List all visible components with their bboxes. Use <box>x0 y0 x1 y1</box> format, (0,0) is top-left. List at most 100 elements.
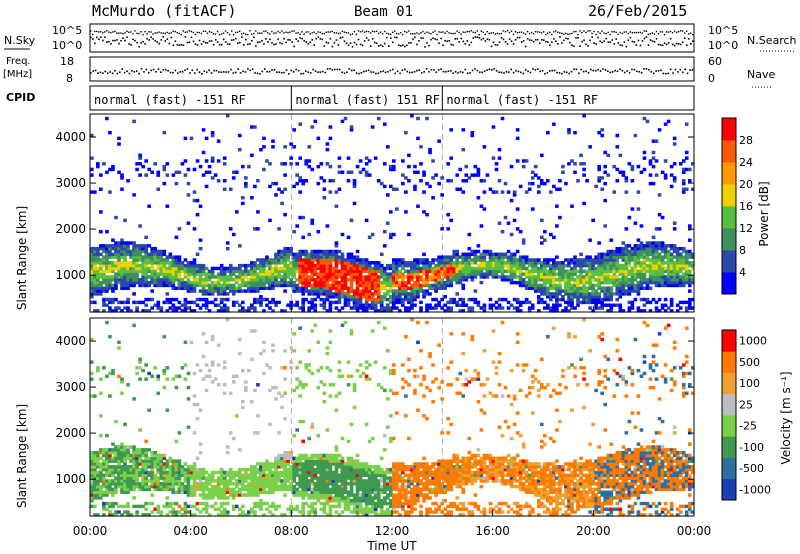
velocity-cell <box>189 490 194 494</box>
power-cell <box>434 272 438 276</box>
power-cell <box>600 286 604 290</box>
velocity-cell <box>114 459 118 463</box>
noise-point <box>631 40 634 43</box>
search-noise-point <box>136 32 138 35</box>
beam-title: Beam 01 <box>354 4 413 20</box>
search-noise-point <box>267 32 269 34</box>
power-cell <box>615 289 620 293</box>
freq-point <box>425 68 428 70</box>
power-cell <box>265 272 269 276</box>
power-cell <box>192 280 197 285</box>
velocity-cell <box>156 484 161 489</box>
velocity-cell <box>96 368 100 373</box>
power-cell <box>165 269 170 273</box>
search-noise-point <box>561 32 563 35</box>
power-cell <box>295 303 299 307</box>
power-cell <box>96 246 100 251</box>
power-cell <box>313 269 318 273</box>
power-cell <box>446 261 450 265</box>
power-cell <box>120 300 124 305</box>
search-noise-point <box>110 31 112 34</box>
power-cell <box>558 278 562 282</box>
power-cell <box>615 167 620 172</box>
power-cell <box>428 283 432 288</box>
search-noise-point <box>681 30 684 32</box>
power-cell <box>135 255 139 259</box>
power-cell <box>660 283 665 288</box>
noise-point <box>234 37 237 40</box>
freq-point <box>677 71 679 73</box>
power-cell <box>349 289 354 293</box>
power-cell <box>268 263 272 268</box>
power-cell <box>654 261 659 265</box>
velocity-cell <box>141 476 145 480</box>
power-cell <box>234 266 239 271</box>
velocity-cell <box>153 487 158 492</box>
power-cell <box>627 252 632 257</box>
velocity-cell <box>90 459 94 463</box>
freq-point <box>123 71 126 74</box>
power-cell <box>479 306 484 310</box>
power-cell <box>237 278 242 282</box>
power-cell <box>536 283 541 288</box>
power-cell <box>642 252 647 257</box>
noise-point <box>406 44 408 47</box>
freq-point <box>534 69 537 71</box>
search-noise-point <box>567 33 569 35</box>
power-cell <box>183 136 188 141</box>
power-cell <box>105 275 109 279</box>
power-cell <box>530 283 535 288</box>
power-cell <box>331 295 336 299</box>
power-cell <box>458 167 463 172</box>
search-noise-point <box>657 32 660 35</box>
power-cell <box>334 255 339 259</box>
power-cell <box>259 286 263 290</box>
power-cell <box>361 292 366 296</box>
power-cell <box>552 266 556 271</box>
noise-point <box>657 43 660 46</box>
search-noise-point <box>363 31 366 33</box>
power-cell <box>642 280 647 285</box>
noise-point <box>687 38 690 40</box>
power-cell <box>407 309 411 313</box>
noise-point <box>253 36 255 39</box>
power-cell <box>277 283 281 288</box>
power-cell <box>219 272 224 276</box>
power-cell <box>561 164 565 169</box>
velocity-cell <box>123 453 127 458</box>
power-ylabel: Slant Range [km] <box>15 206 29 310</box>
freq-point <box>691 69 694 71</box>
power-cell <box>256 286 260 290</box>
velocity-cell <box>120 465 124 469</box>
power-cell <box>449 218 453 223</box>
power-cell <box>585 261 589 265</box>
noise-point <box>295 38 297 40</box>
power-cell <box>570 266 574 271</box>
freq-point <box>645 68 648 70</box>
freq-point <box>394 72 397 75</box>
power-cell <box>672 246 677 251</box>
velocity-cell <box>150 450 155 455</box>
power-cell <box>419 269 423 273</box>
noise-point <box>412 38 414 40</box>
power-cell <box>443 286 447 290</box>
power-cell <box>144 275 148 279</box>
power-cell <box>219 297 224 302</box>
power-cell <box>328 125 333 129</box>
power-cell <box>509 232 514 237</box>
power-cell <box>654 252 659 257</box>
freq-point <box>406 70 409 73</box>
power-cell <box>295 263 299 268</box>
velocity-cell <box>105 448 109 452</box>
freq-point <box>321 70 324 73</box>
power-cell <box>117 300 121 305</box>
power-cell <box>555 309 559 313</box>
power-cell <box>310 303 315 307</box>
power-cell <box>90 289 94 293</box>
power-cell <box>114 241 118 245</box>
power-cell <box>482 249 487 254</box>
velocity-cell <box>126 445 130 449</box>
velocity-cell <box>102 467 106 472</box>
power-cell <box>135 261 139 265</box>
power-cell <box>228 289 233 293</box>
